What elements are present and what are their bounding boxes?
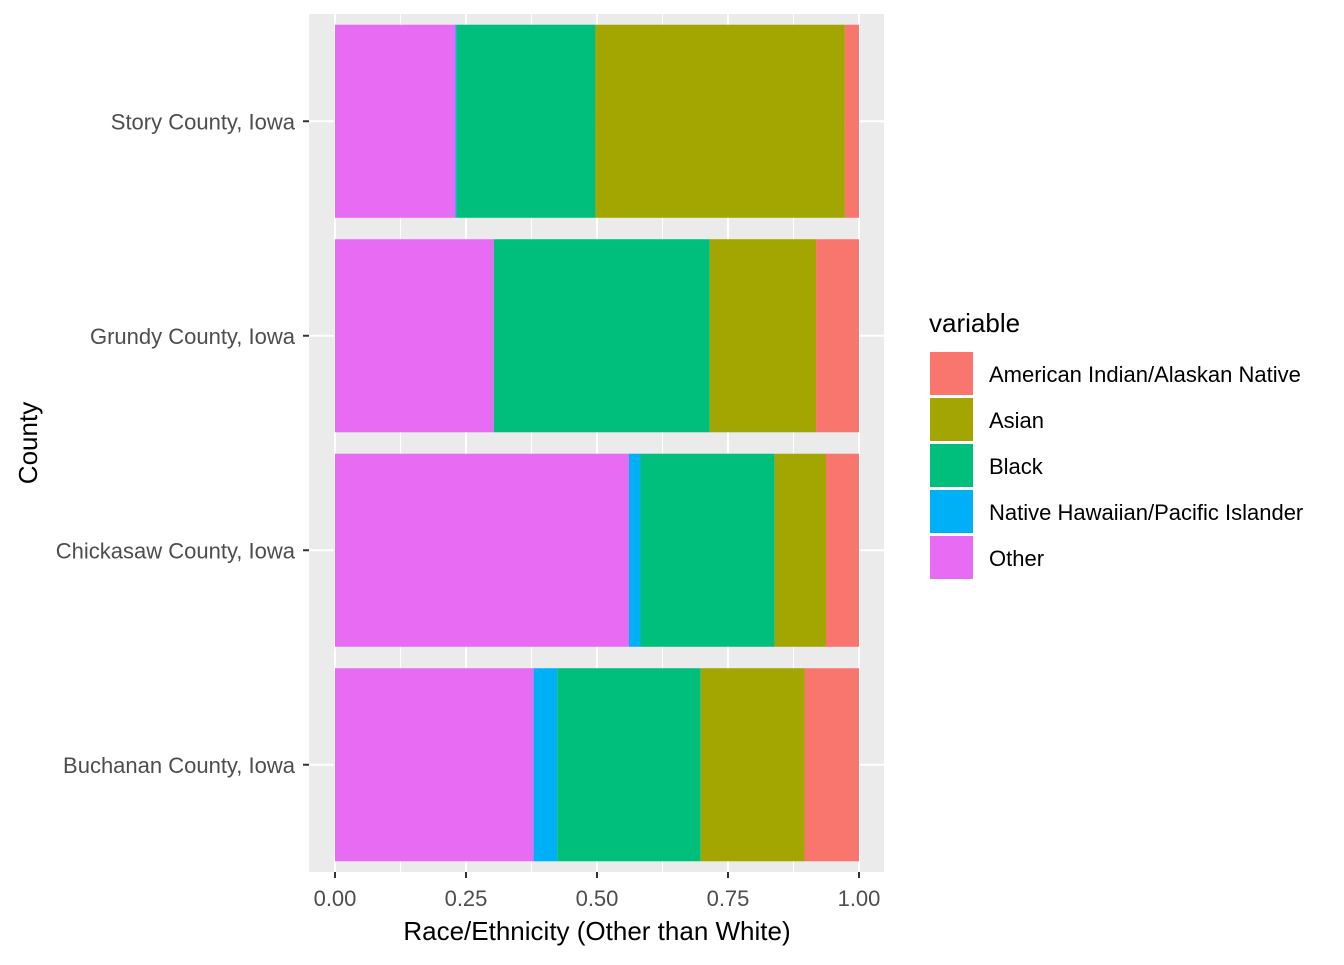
bar-segment — [700, 668, 805, 862]
x-axis: 0.00 0.25 0.50 0.75 1.00 — [314, 872, 881, 911]
legend-label: Native Hawaiian/Pacific Islander — [989, 500, 1303, 525]
bar-segment — [709, 239, 817, 433]
y-tick-label: Story County, Iowa — [111, 109, 296, 134]
y-axis-title: County — [13, 402, 43, 484]
legend: variable American Indian/Alaskan Native A… — [929, 308, 1303, 579]
legend-label: American Indian/Alaskan Native — [989, 362, 1301, 387]
bar-segment — [335, 668, 534, 862]
bar-segment — [816, 239, 859, 433]
bar-segment — [804, 668, 859, 862]
bar-segment — [557, 668, 701, 862]
legend-swatch — [930, 444, 973, 487]
legend-label: Other — [989, 546, 1044, 571]
bar-segment — [774, 453, 826, 647]
legend-swatch — [930, 398, 973, 441]
bar-segment — [456, 24, 596, 218]
bar-segment — [335, 239, 494, 433]
legend-label: Asian — [989, 408, 1044, 433]
legend-swatch — [930, 352, 973, 395]
x-tick-label: 0.50 — [576, 886, 619, 911]
y-axis: Story County, Iowa Grundy County, Iowa Chi… — [56, 109, 309, 778]
bar-segment — [628, 453, 641, 647]
bar-segment — [640, 453, 775, 647]
x-tick-label: 0.25 — [445, 886, 488, 911]
bar-segment — [825, 453, 859, 647]
bar-segment — [533, 668, 558, 862]
x-tick-label: 0.00 — [314, 886, 357, 911]
legend-title: variable — [929, 308, 1020, 338]
legend-swatch — [930, 490, 973, 533]
bar-segment — [595, 24, 845, 218]
bars — [335, 24, 859, 862]
x-axis-title: Race/Ethnicity (Other than White) — [403, 916, 790, 946]
legend-swatch — [930, 536, 973, 579]
bar-segment — [335, 453, 629, 647]
bar-segment — [455, 24, 457, 218]
bar-segment — [493, 239, 710, 433]
x-tick-label: 1.00 — [838, 886, 881, 911]
bar-segment — [335, 24, 456, 218]
bar-segment — [844, 24, 859, 218]
y-tick-label: Buchanan County, Iowa — [63, 753, 296, 778]
legend-label: Black — [989, 454, 1044, 479]
x-tick-label: 0.75 — [707, 886, 750, 911]
y-tick-label: Grundy County, Iowa — [90, 324, 296, 349]
y-tick-label: Chickasaw County, Iowa — [56, 538, 296, 563]
